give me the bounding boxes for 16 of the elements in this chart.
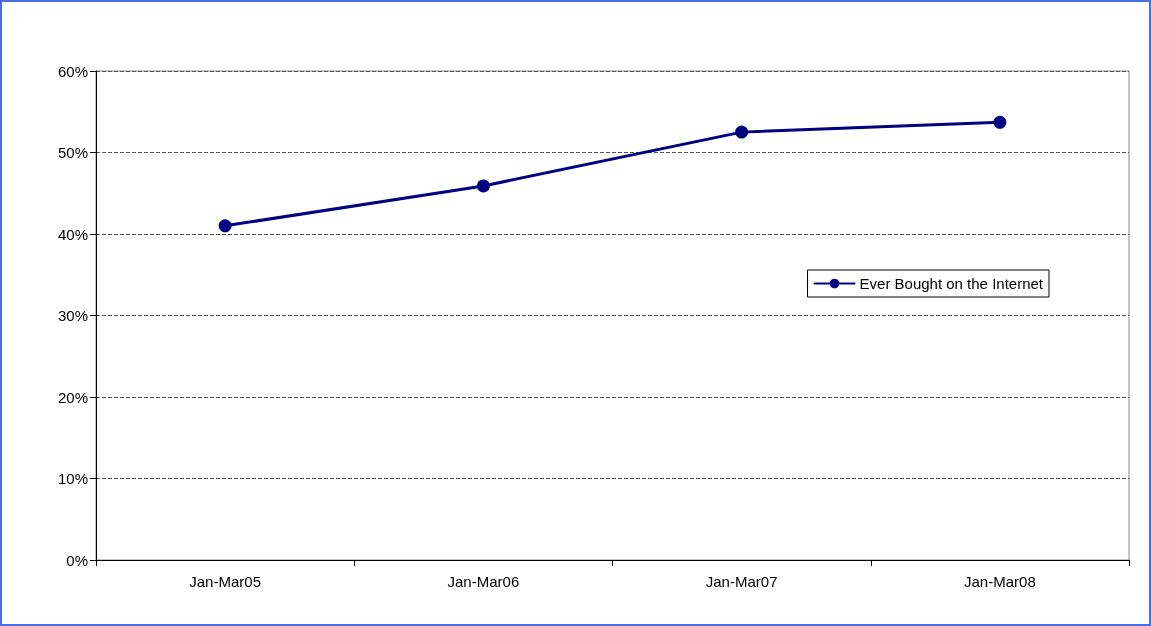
- x-tick-label: Jan-Mar05: [189, 573, 261, 590]
- point: [993, 115, 1007, 129]
- x-tick-label: Jan-Mar08: [964, 573, 1036, 590]
- x-tick-label: Jan-Mar07: [705, 573, 778, 590]
- legend-label: Ever Bought on the Internet: [859, 275, 1044, 292]
- y-tick-label: 30%: [57, 307, 88, 324]
- x-tick-label: Jan-Mar06: [447, 573, 520, 590]
- y-tick-label: 0%: [66, 551, 88, 569]
- y-tick-label: 50%: [57, 144, 88, 161]
- point: [218, 219, 232, 233]
- y-tick-label: 10%: [57, 470, 88, 487]
- y-tick-label: 20%: [57, 388, 88, 406]
- y-tick-label: 60%: [57, 62, 88, 80]
- point: [476, 179, 490, 193]
- point: [735, 125, 749, 139]
- y-tick-label: 40%: [57, 225, 88, 243]
